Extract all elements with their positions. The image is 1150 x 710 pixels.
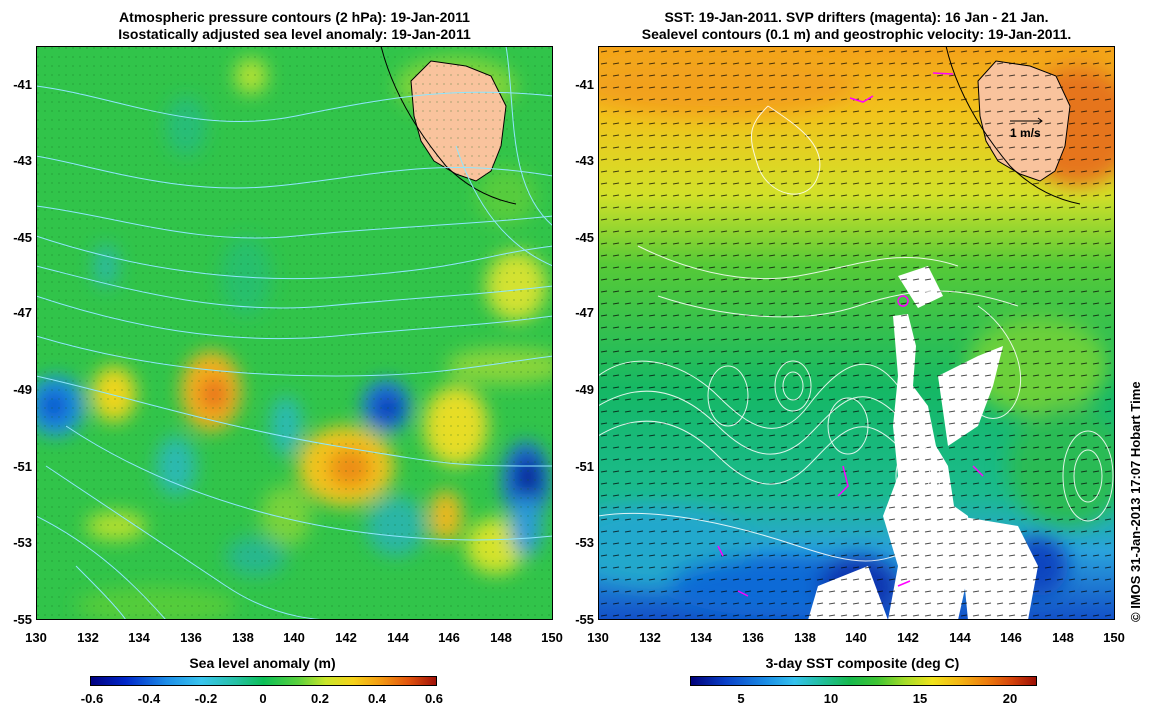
lon-tick: 148 [1052, 630, 1074, 645]
left-title-line2: Isostatically adjusted sea level anomaly… [118, 26, 471, 42]
lat-tick: -51 [13, 459, 32, 474]
lon-tick: 144 [949, 630, 971, 645]
lat-tick: -53 [575, 535, 594, 550]
lon-tick: 134 [128, 630, 150, 645]
lat-tick: -49 [13, 382, 32, 397]
lon-tick: 132 [639, 630, 661, 645]
lon-tick: 136 [180, 630, 202, 645]
lon-tick: 138 [232, 630, 254, 645]
colorbar-tick: 10 [823, 691, 839, 706]
lat-tick: -41 [13, 77, 32, 92]
lat-tick: -55 [13, 612, 32, 627]
velocity-scale-label: 1 m/s [1010, 126, 1041, 140]
sea-level-colorbar-title: Sea level anomaly (m) [189, 655, 336, 671]
lat-tick: -49 [575, 382, 594, 397]
right-title-line2: Sealevel contours (0.1 m) and geostrophi… [641, 26, 1072, 42]
lon-tick: 146 [1000, 630, 1022, 645]
sst-field [598, 46, 1115, 620]
colorbar-tick: 5 [737, 691, 745, 706]
sst-colorbar-title: 3-day SST composite (deg C) [765, 655, 960, 671]
lon-tick: 142 [897, 630, 919, 645]
lat-tick: -51 [575, 459, 594, 474]
lon-tick: 138 [794, 630, 816, 645]
right-map-title: SST: 19-Jan-2011. SVP drifters (magenta)… [598, 9, 1115, 43]
lon-tick: 142 [335, 630, 357, 645]
left-title-line1: Atmospheric pressure contours (2 hPa): 1… [119, 9, 470, 25]
lon-tick: 134 [690, 630, 712, 645]
lat-tick: -45 [575, 230, 594, 245]
lat-tick: -53 [13, 535, 32, 550]
lat-tick: -47 [575, 305, 594, 320]
colorbar-tick: 0.4 [367, 691, 387, 706]
colorbar-tick: 20 [1002, 691, 1018, 706]
lon-tick: 130 [587, 630, 609, 645]
credit-text: © IMOS 31-Jan-2013 17:07 Hobart Time [1128, 381, 1143, 622]
lon-tick: 146 [438, 630, 460, 645]
colorbar-tick: -0.4 [137, 691, 161, 706]
lon-tick: 140 [283, 630, 305, 645]
lat-tick: -55 [575, 612, 594, 627]
left-map-title: Atmospheric pressure contours (2 hPa): 1… [36, 9, 553, 43]
lat-tick: -45 [13, 230, 32, 245]
lat-tick: -41 [575, 77, 594, 92]
colorbar-tick: -0.2 [194, 691, 218, 706]
lon-tick: 140 [845, 630, 867, 645]
colorbar-tick: 0 [259, 691, 267, 706]
lon-tick: 132 [77, 630, 99, 645]
lat-tick: -43 [13, 153, 32, 168]
colorbar-tick: 0.2 [310, 691, 330, 706]
lat-tick: -43 [575, 153, 594, 168]
lon-tick: 130 [25, 630, 47, 645]
sea-level-anomaly-map [36, 46, 553, 620]
lon-tick: 150 [541, 630, 563, 645]
sst-colorbar [690, 676, 1037, 686]
colorbar-tick: 0.6 [424, 691, 444, 706]
lon-tick: 136 [742, 630, 764, 645]
lon-tick: 148 [490, 630, 512, 645]
sea-level-anomaly-field [36, 46, 553, 620]
right-title-line1: SST: 19-Jan-2011. SVP drifters (magenta)… [664, 9, 1049, 25]
lat-tick: -47 [13, 305, 32, 320]
colorbar-tick: -0.6 [80, 691, 104, 706]
lon-tick: 150 [1103, 630, 1125, 645]
colorbar-tick: 15 [912, 691, 928, 706]
sea-level-colorbar [90, 676, 437, 686]
lon-tick: 144 [387, 630, 409, 645]
sst-map: 1 m/s [598, 46, 1115, 620]
